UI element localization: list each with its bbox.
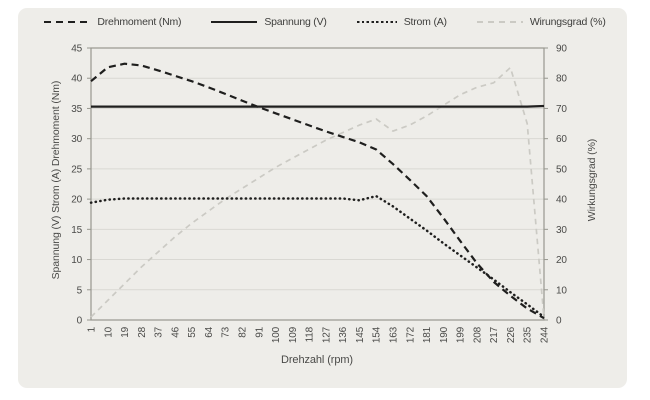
x-axis-title: Drehzahl (rpm) <box>281 354 353 366</box>
legend: Drehmoment (Nm) Spannung (V) Strom (A) W… <box>0 16 650 28</box>
y-right-tick-label: 10 <box>556 285 567 296</box>
y-right-tick-label: 40 <box>556 195 567 206</box>
y-right-tick-label: 80 <box>556 74 567 85</box>
x-tick-label: 37 <box>154 326 165 337</box>
legend-item-spannung: Spannung (V) <box>211 16 327 28</box>
x-tick-label: 46 <box>170 326 181 337</box>
legend-item-drehmoment: Drehmoment (Nm) <box>44 16 182 28</box>
y-left-tick-label: 20 <box>71 195 82 206</box>
y-left-tick-label: 15 <box>71 225 82 236</box>
x-tick-label: 100 <box>271 326 282 343</box>
dotted-line-sample <box>356 20 397 24</box>
series-line-spannung-v <box>91 104 545 108</box>
y-right-tick-label: 90 <box>556 44 567 55</box>
y-right-tick-label: 50 <box>556 164 567 175</box>
x-tick-label: 55 <box>187 326 198 337</box>
x-tick-label: 208 <box>472 326 483 343</box>
x-tick-label: 181 <box>422 326 433 343</box>
x-tick-label: 19 <box>120 326 131 337</box>
legend-label-spannung: Spannung (V) <box>264 16 327 28</box>
y-right-tick-label: 70 <box>556 104 567 115</box>
legend-item-strom: Strom (A) <box>356 16 447 28</box>
x-tick-label: 217 <box>489 326 500 343</box>
x-tick-label: 190 <box>439 326 450 343</box>
solid-line-sample <box>211 20 258 24</box>
x-tick-label: 235 <box>523 326 534 343</box>
y-left-tick-label: 10 <box>71 255 82 266</box>
dashed-line-sample <box>44 20 91 24</box>
x-tick-label: 172 <box>405 326 416 343</box>
x-tick-label: 10 <box>103 326 114 337</box>
x-tick-label: 109 <box>288 326 299 343</box>
x-tick-label: 118 <box>305 326 316 342</box>
x-tick-label: 1 <box>87 326 98 332</box>
y-left-tick-label: 25 <box>71 164 82 175</box>
legend-label-drehmoment: Drehmoment (Nm) <box>97 16 182 28</box>
series-line-drehmoment-nm <box>90 62 545 320</box>
x-tick-label: 82 <box>238 326 249 337</box>
legend-label-wirkungsgrad: Wirungsgrad (%) <box>529 16 606 28</box>
x-tick-label: 154 <box>372 326 383 343</box>
x-tick-label: 199 <box>456 326 467 343</box>
y-left-tick-label: 35 <box>71 104 82 115</box>
x-tick-label: 64 <box>204 326 215 337</box>
plot-border <box>90 47 545 321</box>
light-dashed-line-sample <box>476 21 523 23</box>
x-tick-label: 127 <box>321 326 332 343</box>
x-tick-label: 73 <box>221 326 232 337</box>
x-tick-label: 136 <box>338 326 349 343</box>
y-left-tick-label: 30 <box>71 134 82 145</box>
y-right-tick-label: 20 <box>556 255 567 266</box>
legend-label-strom: Strom (A) <box>403 16 447 28</box>
x-tick-label: 226 <box>506 326 517 343</box>
y-left-tick-label: 45 <box>71 44 82 55</box>
series-line-strom-a <box>89 194 546 319</box>
series-line-wirungsgrad <box>90 66 545 319</box>
legend-item-wirkungsgrad: Wirungsgrad (%) <box>476 16 606 28</box>
x-tick-label: 163 <box>389 326 400 343</box>
y-right-tick-label: 0 <box>556 316 562 327</box>
x-tick-label: 244 <box>540 326 551 343</box>
y-left-tick-label: 40 <box>71 74 82 85</box>
y-left-tick-label: 0 <box>77 316 83 327</box>
y-right-tick-label: 30 <box>556 225 567 236</box>
x-tick-label: 91 <box>254 326 265 337</box>
x-tick-label: 145 <box>355 326 366 343</box>
x-tick-label: 28 <box>137 326 148 337</box>
y-left-tick-label: 5 <box>77 285 83 296</box>
y-right-tick-label: 60 <box>556 134 567 145</box>
